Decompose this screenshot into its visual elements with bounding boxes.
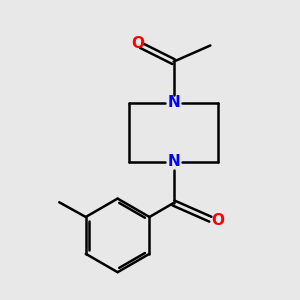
Text: N: N bbox=[167, 95, 180, 110]
Text: N: N bbox=[167, 154, 180, 169]
Text: O: O bbox=[211, 213, 224, 228]
Text: O: O bbox=[132, 37, 145, 52]
